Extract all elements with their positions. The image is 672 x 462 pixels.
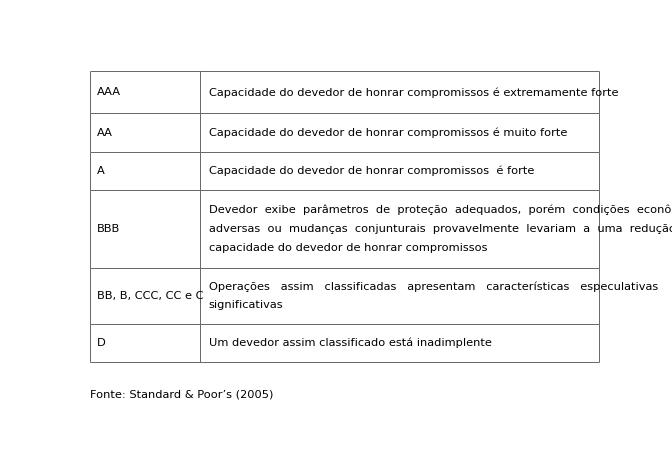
Text: Capacidade do devedor de honrar compromissos é muito forte: Capacidade do devedor de honrar compromi…: [209, 128, 567, 138]
Text: AA: AA: [97, 128, 113, 138]
Text: AAA: AAA: [97, 87, 121, 97]
Text: Devedor  exibe  parâmetros  de  proteção  adequados,  porém  condições  econômic: Devedor exibe parâmetros de proteção ade…: [209, 204, 672, 215]
Text: Capacidade do devedor de honrar compromissos  é forte: Capacidade do devedor de honrar compromi…: [209, 166, 534, 176]
Text: Fonte: Standard & Poor’s (2005): Fonte: Standard & Poor’s (2005): [90, 390, 274, 400]
Text: A: A: [97, 166, 105, 176]
Text: significativas: significativas: [209, 300, 284, 310]
Text: adversas  ou  mudanças  conjunturais  provavelmente  levariam  a  uma  redução  : adversas ou mudanças conjunturais provav…: [209, 224, 672, 234]
Text: capacidade do devedor de honrar compromissos: capacidade do devedor de honrar compromi…: [209, 243, 487, 254]
Text: Operações   assim   classificadas   apresentam   características   especulativas: Operações assim classificadas apresentam…: [209, 281, 658, 292]
Text: Um devedor assim classificado está inadimplente: Um devedor assim classificado está inadi…: [209, 338, 492, 348]
Text: Capacidade do devedor de honrar compromissos é extremamente forte: Capacidade do devedor de honrar compromi…: [209, 87, 618, 97]
Text: BB, B, CCC, CC e C: BB, B, CCC, CC e C: [97, 291, 204, 301]
Text: BBB: BBB: [97, 224, 120, 234]
Text: D: D: [97, 338, 106, 348]
